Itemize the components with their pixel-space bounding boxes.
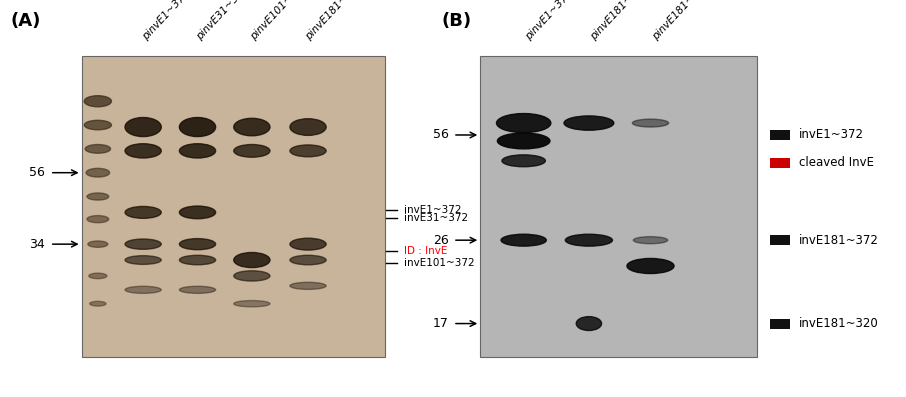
Text: 17: 17 [432, 317, 448, 330]
Ellipse shape [290, 255, 326, 265]
Text: 26: 26 [433, 234, 448, 247]
Ellipse shape [125, 256, 161, 264]
Ellipse shape [234, 118, 270, 136]
Ellipse shape [85, 145, 111, 153]
Ellipse shape [125, 239, 161, 249]
Ellipse shape [234, 145, 270, 157]
Text: pinvE181~320: pinvE181~320 [589, 0, 649, 42]
Bar [770, 318, 790, 329]
Text: pinvE181~372: pinvE181~372 [651, 0, 710, 42]
Ellipse shape [84, 96, 111, 107]
Ellipse shape [84, 120, 111, 130]
Text: invE181~320: invE181~320 [799, 317, 879, 330]
Text: 56: 56 [29, 166, 45, 179]
Bar [770, 158, 790, 168]
Text: ID : InvE: ID : InvE [404, 246, 448, 256]
Ellipse shape [179, 144, 216, 158]
Ellipse shape [632, 119, 669, 127]
Text: cleaved InvE: cleaved InvE [799, 156, 874, 169]
Ellipse shape [627, 258, 674, 274]
Ellipse shape [179, 206, 216, 219]
Ellipse shape [87, 193, 109, 200]
Text: pinvE101~372: pinvE101~372 [249, 0, 309, 42]
Ellipse shape [125, 118, 161, 137]
Bar [480, 56, 757, 357]
Text: pinvE1~372: pinvE1~372 [140, 0, 191, 42]
Ellipse shape [89, 273, 107, 279]
Text: invE181~372: invE181~372 [799, 234, 879, 247]
Ellipse shape [179, 286, 216, 293]
Ellipse shape [90, 301, 106, 306]
Ellipse shape [179, 239, 216, 250]
Ellipse shape [86, 168, 110, 177]
Ellipse shape [290, 119, 326, 135]
Text: invE101~372: invE101~372 [404, 258, 475, 268]
Text: 34: 34 [30, 238, 45, 251]
Text: (B): (B) [441, 12, 471, 30]
Text: pinvE181~372: pinvE181~372 [304, 0, 363, 42]
Ellipse shape [501, 234, 546, 246]
Ellipse shape [290, 238, 326, 250]
Ellipse shape [234, 252, 270, 268]
Text: invE1~372: invE1~372 [404, 205, 461, 216]
Text: (A): (A) [11, 12, 42, 30]
Ellipse shape [576, 317, 602, 330]
Ellipse shape [179, 255, 216, 265]
Text: 56: 56 [432, 129, 448, 141]
Ellipse shape [234, 271, 270, 281]
Ellipse shape [497, 133, 550, 149]
Bar [770, 235, 790, 245]
Text: invE1~372: invE1~372 [799, 129, 864, 141]
Ellipse shape [633, 237, 668, 244]
Ellipse shape [290, 282, 326, 289]
Ellipse shape [179, 118, 216, 137]
Ellipse shape [564, 116, 613, 130]
Ellipse shape [290, 145, 326, 157]
Bar [82, 56, 385, 357]
Ellipse shape [87, 216, 109, 223]
Ellipse shape [125, 286, 161, 293]
Ellipse shape [565, 234, 612, 246]
Ellipse shape [234, 301, 270, 307]
Ellipse shape [125, 206, 161, 218]
Text: pinvE31~372: pinvE31~372 [195, 0, 250, 42]
Text: invE31~372: invE31~372 [404, 213, 468, 224]
Ellipse shape [496, 114, 551, 133]
Ellipse shape [125, 144, 161, 158]
Bar [770, 130, 790, 140]
Text: pinvE1~372: pinvE1~372 [524, 0, 574, 42]
Ellipse shape [88, 241, 108, 247]
Ellipse shape [502, 155, 545, 167]
